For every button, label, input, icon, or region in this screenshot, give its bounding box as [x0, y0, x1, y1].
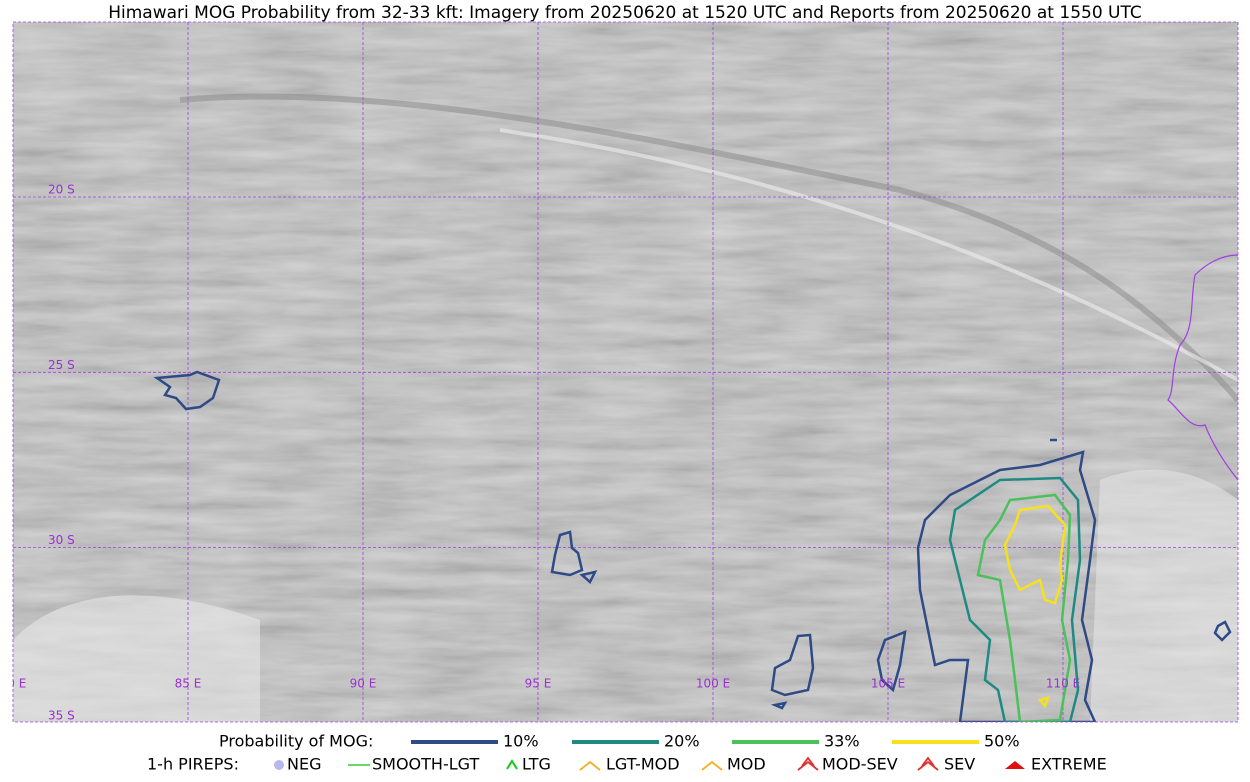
lon-label: 105 E	[871, 677, 905, 691]
legend-label: SEV	[944, 755, 975, 774]
legend-label: 20%	[664, 732, 700, 751]
legend-title: 1-h PIREPS:	[147, 755, 239, 774]
legend-label: EXTREME	[1031, 755, 1107, 774]
legend-label: 10%	[503, 732, 539, 751]
pirep-icon	[797, 756, 819, 771]
coastline	[1167, 254, 1238, 481]
lon-label: 90 E	[350, 677, 377, 691]
lat-label: 25 S	[48, 358, 75, 372]
legend-label: LTG	[522, 755, 551, 774]
pirep-icon	[274, 760, 284, 770]
cloud-band	[179, 93, 1238, 402]
contour-20	[948, 476, 1082, 722]
lat-label: 20 S	[48, 183, 75, 197]
lon-label: 110 E	[1046, 677, 1080, 691]
pirep-icon	[579, 760, 601, 771]
contour-10	[153, 370, 221, 411]
lon-label: 80 E	[0, 677, 26, 691]
pirep-icon	[1005, 761, 1025, 769]
pirep-icon	[917, 756, 939, 771]
pirep-icon	[701, 760, 723, 771]
legend-label: MOD-SEV	[822, 755, 898, 774]
legend-label: 50%	[984, 732, 1020, 751]
contour-33	[976, 493, 1072, 722]
legend-label: MOD	[727, 755, 766, 774]
legend: Probability of MOG: 1-h PIREPS: 10% 20% 33…	[147, 732, 1107, 774]
cloud-band	[499, 128, 1238, 382]
legend-label: LGT-MOD	[606, 755, 680, 774]
legend-label: 33%	[824, 732, 860, 751]
clouds	[13, 595, 260, 722]
lon-label: 100 E	[696, 677, 730, 691]
clouds	[1090, 469, 1238, 722]
contour-10	[550, 530, 598, 585]
contour-10	[770, 633, 815, 710]
legend-label: SMOOTH-LGT	[372, 755, 479, 774]
contour-10	[876, 630, 907, 693]
map-frame	[12, 21, 1239, 723]
contour-10	[916, 438, 1097, 722]
title: Himawari MOG Probability from 32-33 kft:…	[108, 3, 1142, 23]
legend-title: Probability of MOG:	[219, 732, 373, 751]
map: 80 E 85 E 90 E 95 E 100 E 105 E 110 E 20 S 25 S 3…	[0, 22, 1238, 723]
map-labels: 80 E 85 E 90 E 95 E 100 E 105 E 110 E 20 S 25 S 3…	[0, 183, 1080, 723]
graticule	[13, 22, 1238, 722]
pirep-icon	[506, 759, 518, 770]
lon-label: 95 E	[525, 677, 552, 691]
lat-label: 30 S	[48, 533, 75, 547]
legend-label: NEG	[287, 755, 321, 774]
lon-label: 85 E	[175, 677, 202, 691]
contour-50	[1003, 504, 1067, 709]
contour-10	[1213, 620, 1232, 642]
lat-label: 35 S	[48, 708, 75, 722]
